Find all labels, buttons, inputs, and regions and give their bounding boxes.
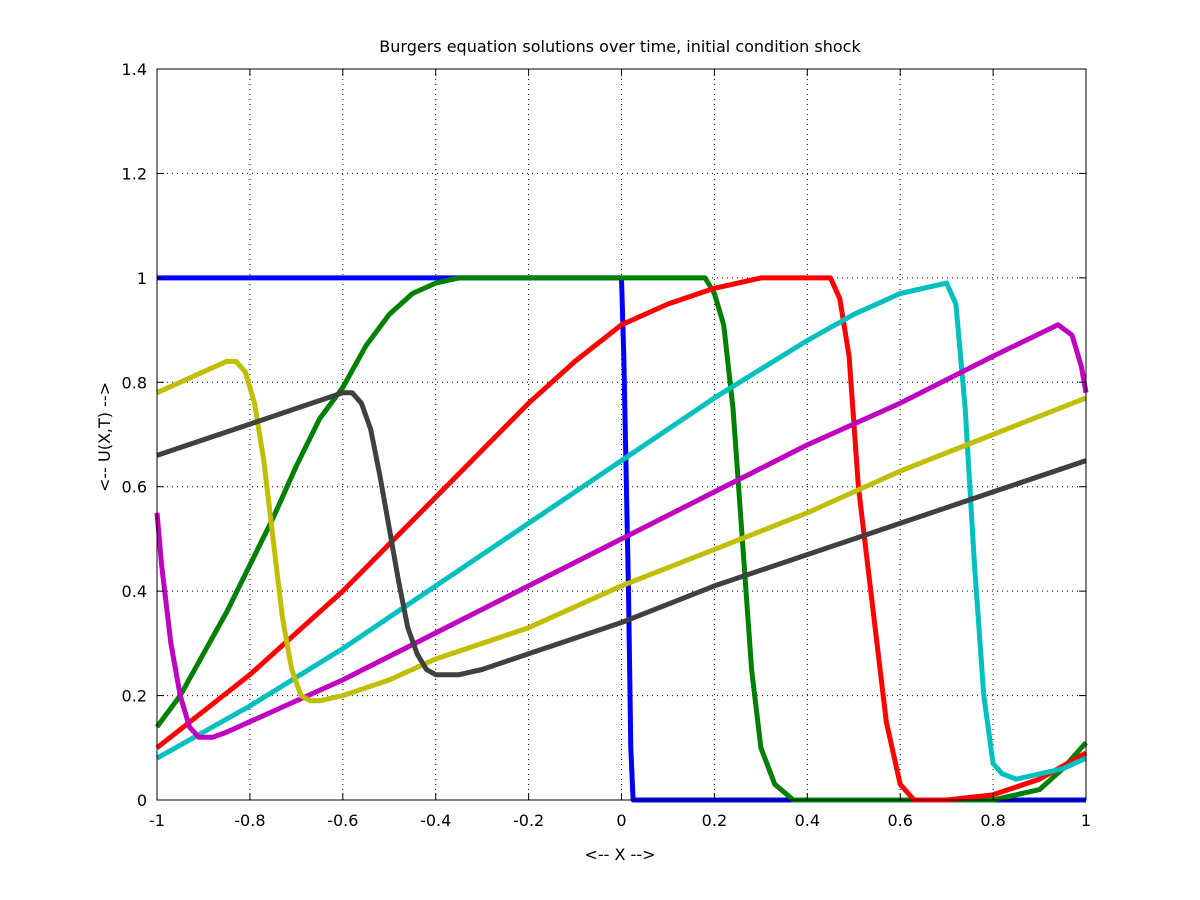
y-tick-label: 1 (137, 269, 147, 288)
x-tick-label: 0.6 (887, 811, 912, 830)
x-tick-label: 0.4 (795, 811, 820, 830)
x-tick-label: 0.2 (702, 811, 727, 830)
series-line-5 (154, 322, 1089, 740)
y-tick-label: 0.8 (122, 373, 147, 392)
y-axis-label: <-- U(X,T) --> (95, 382, 114, 492)
x-tick-label: -1 (149, 811, 165, 830)
x-tick-label: -0.2 (513, 811, 544, 830)
chart-title: Burgers equation solutions over time, in… (379, 37, 861, 56)
series-line-7 (156, 390, 1087, 678)
y-tick-label: 0.4 (122, 582, 147, 601)
y-tick-label: 1.2 (122, 164, 147, 183)
x-tick-label: -0.6 (327, 811, 358, 830)
series-line-6 (155, 358, 1087, 704)
x-tick-label: 0 (616, 811, 626, 830)
y-tick-label: 1.4 (122, 60, 147, 79)
axis-ticks: -1 -0.8 -0.6 -0.4 -0.2 0 0.2 0.4 0.6 0.8 1 0 0.2 0.4 0… (122, 60, 1092, 830)
x-tick-label: -0.8 (234, 811, 265, 830)
x-tick-label: -0.4 (420, 811, 451, 830)
series-line-4 (155, 280, 1088, 782)
y-tick-label: 0.6 (122, 478, 147, 497)
x-tick-label: 1 (1081, 811, 1091, 830)
y-tick-label: 0 (137, 791, 147, 810)
y-tick-label: 0.2 (122, 687, 147, 706)
x-axis-label: <-- X --> (584, 845, 655, 864)
x-tick-label: 0.8 (980, 811, 1005, 830)
